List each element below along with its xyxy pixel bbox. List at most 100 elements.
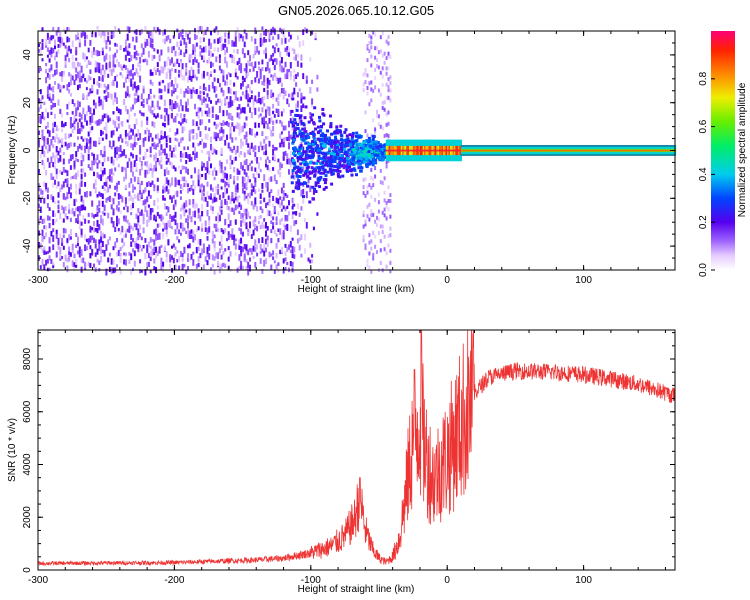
heatmap-cell [366, 58, 369, 63]
heatmap-cell [385, 216, 388, 221]
heatmap-cell [116, 251, 118, 257]
heatmap-cell [224, 121, 227, 126]
heatmap-cell [499, 149, 502, 152]
heatmap-cell [249, 146, 251, 153]
heatmap-cell [213, 131, 216, 138]
heatmap-cell [112, 119, 115, 125]
heatmap-cell [335, 152, 339, 156]
heatmap-cell [218, 166, 221, 173]
heatmap-cell [55, 125, 58, 132]
heatmap-cell [639, 149, 642, 152]
heatmap-cell [85, 142, 88, 149]
heatmap-cell [112, 31, 115, 38]
heatmap-cell [117, 147, 120, 152]
heatmap-cell [144, 269, 147, 276]
heatmap-cell [64, 133, 67, 140]
heatmap-cell [229, 113, 232, 120]
heatmap-cell [174, 211, 177, 218]
heatmap-cell [202, 83, 205, 91]
heatmap-cell [181, 105, 184, 112]
heatmap-cell [94, 67, 97, 73]
heatmap-cell [394, 149, 397, 152]
heatmap-cell [319, 134, 323, 137]
heatmap-cell [116, 59, 118, 63]
heatmap-cell [314, 169, 318, 173]
heatmap-cell [383, 190, 386, 195]
heatmap-cell [105, 189, 108, 194]
heatmap-cell [387, 243, 390, 248]
heatmap-cell [537, 149, 540, 152]
heatmap-cell [245, 225, 248, 230]
heatmap-cell [147, 204, 150, 208]
heatmap-cell [197, 62, 200, 69]
heatmap-cell [234, 252, 237, 256]
heatmap-cell [302, 197, 305, 204]
heatmap-cell [351, 131, 355, 135]
heatmap-cell [140, 248, 143, 252]
heatmap-cell [254, 180, 257, 187]
heatmap-cell [218, 121, 221, 125]
heatmap-cell [84, 39, 87, 47]
heatmap-cell [135, 92, 138, 96]
heatmap-cell [668, 149, 671, 152]
heatmap-cell [98, 82, 101, 88]
heatmap-cell [306, 184, 310, 188]
heatmap-cell [185, 166, 188, 174]
heatmap-cell [197, 179, 200, 187]
heatmap-cell [153, 266, 156, 270]
heatmap-cell [169, 59, 172, 66]
heatmap-cell [313, 174, 317, 178]
heatmap-cell [153, 48, 156, 52]
heatmap-cell [59, 84, 62, 89]
heatmap-cell [52, 26, 55, 31]
heatmap-cell [245, 172, 248, 177]
heatmap-cell [250, 80, 253, 85]
heatmap-cell [46, 112, 49, 119]
heatmap-cell [183, 182, 186, 187]
heatmap-cell [185, 71, 188, 76]
heatmap-cell [91, 235, 94, 241]
heatmap-cell [103, 90, 106, 94]
heatmap-cell [126, 161, 129, 168]
heatmap-cell [273, 269, 276, 274]
heatmap-cell [410, 149, 413, 152]
heatmap-cell [151, 110, 154, 115]
heatmap-cell [158, 223, 161, 228]
heatmap-cell [149, 37, 152, 45]
heatmap-cell [41, 27, 44, 32]
heatmap-cell [385, 96, 388, 101]
heatmap-cell [140, 43, 143, 49]
heatmap-cell [265, 238, 267, 243]
heatmap-cell [322, 156, 326, 159]
heatmap-cell [229, 174, 232, 179]
heatmap-cell [130, 128, 133, 133]
colorbar: 0.00.20.40.60.8 Normalized spectral ampl… [698, 31, 748, 277]
heatmap-cell [243, 77, 246, 82]
heatmap-cell [98, 160, 101, 164]
heatmap-cell [299, 168, 303, 172]
heatmap-cell [374, 219, 377, 224]
heatmap-cell [256, 244, 259, 250]
heatmap-cell [48, 144, 51, 152]
heatmap-cell [208, 119, 211, 123]
heatmap-cell [250, 183, 253, 189]
heatmap-cell [254, 216, 257, 223]
heatmap-cell [289, 110, 292, 116]
heatmap-cell [155, 69, 157, 76]
heatmap-cell [69, 142, 72, 147]
heatmap-cell [41, 218, 44, 224]
heatmap-cell [382, 144, 386, 148]
heatmap-cell [321, 167, 325, 171]
heatmap-cell [132, 73, 134, 80]
heatmap-cell [46, 93, 49, 99]
heatmap-cell [294, 121, 298, 125]
heatmap-cell [304, 150, 308, 154]
heatmap-cell [156, 177, 159, 182]
heatmap-cell [514, 149, 517, 152]
heatmap-cell [291, 261, 294, 267]
heatmap-cell [296, 123, 300, 126]
heatmap-cell [69, 229, 72, 236]
heatmap-cell [357, 162, 361, 166]
heatmap-cell [130, 225, 133, 230]
